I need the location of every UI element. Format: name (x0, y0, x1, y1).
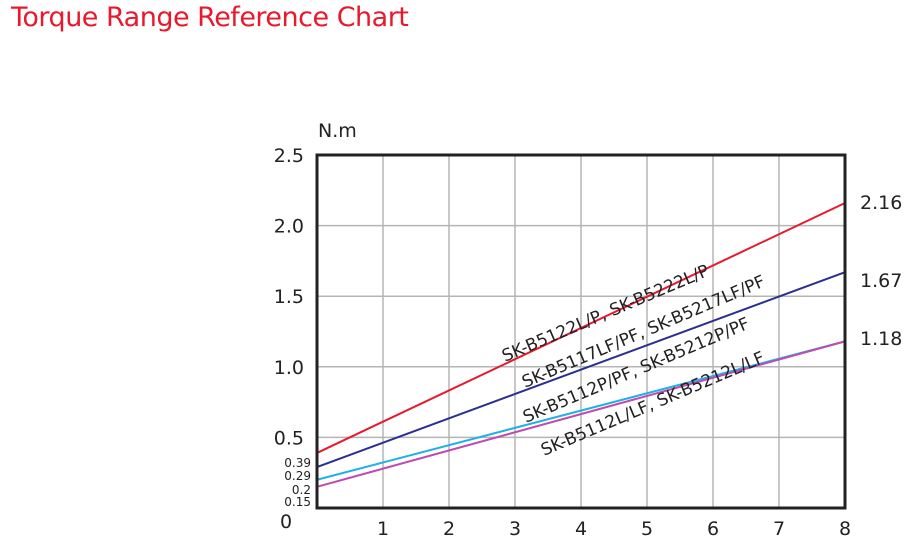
end-value-label: 2.16 (860, 192, 902, 214)
series-line (316, 340, 846, 481)
x-tick-label: 8 (839, 518, 851, 540)
y-tick-label: 1.5 (274, 286, 304, 308)
y-tick-label: 2.0 (274, 216, 304, 238)
x-tick-label: 1 (377, 518, 389, 540)
start-value-label: 0.15 (284, 495, 311, 509)
plot-frame (315, 153, 847, 510)
start-value-label: 0.39 (284, 456, 311, 470)
x-tick-label: 6 (707, 518, 719, 540)
x-tick-label: 2 (443, 518, 455, 540)
x-tick-label: 7 (773, 518, 785, 540)
y-tick-label: 1.0 (274, 357, 304, 379)
series-line (316, 340, 846, 488)
start-value-label: 0.29 (284, 469, 311, 483)
chart-title: Torque Range Reference Chart (11, 2, 409, 33)
end-value-label: 1.67 (860, 270, 902, 292)
start-value-label: 0.2 (292, 483, 311, 497)
end-value-label: 1.18 (860, 328, 902, 350)
y-axis-label: N.m (318, 120, 357, 142)
x-tick-label: 3 (509, 518, 521, 540)
series-line (316, 202, 846, 454)
x-tick-label: 4 (575, 518, 587, 540)
y-tick-label: 0.5 (274, 427, 304, 449)
x-tick-label: 5 (641, 518, 653, 540)
y-tick-label: 2.5 (274, 145, 304, 167)
y-tick-label: 0 (280, 511, 292, 533)
series-line (316, 271, 846, 468)
